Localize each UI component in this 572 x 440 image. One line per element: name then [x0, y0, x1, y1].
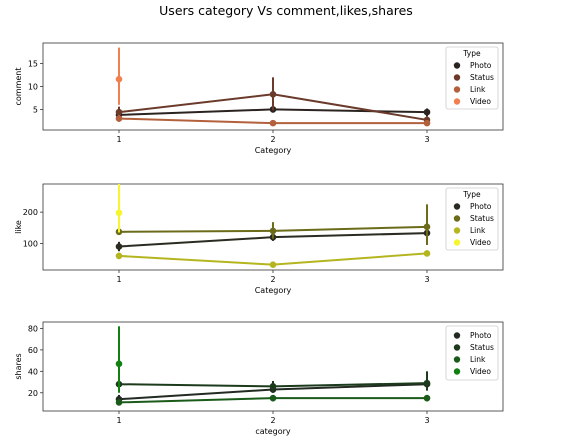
legend-marker — [453, 239, 461, 246]
legend-label: Status — [470, 343, 494, 352]
y-axis-label: shares — [14, 353, 23, 379]
legend-label: Photo — [470, 202, 492, 211]
legend: Type Photo Status Link Video — [445, 46, 499, 110]
legend-label: Status — [470, 214, 494, 223]
series-video — [115, 47, 123, 105]
legend-title: Type — [462, 49, 481, 58]
series-status — [115, 77, 431, 124]
data-point — [423, 394, 431, 402]
data-point — [423, 119, 431, 127]
y-axis-label: like — [14, 220, 23, 234]
data-point — [423, 223, 431, 231]
legend-marker — [453, 203, 461, 210]
legend-label: Link — [470, 226, 486, 235]
legend-marker — [453, 344, 461, 351]
series-status — [115, 371, 431, 392]
data-point — [269, 119, 277, 127]
legend-box — [445, 46, 499, 110]
data-point — [423, 108, 431, 116]
x-tick-label: 2 — [270, 416, 275, 425]
data-point — [115, 360, 123, 368]
x-tick-label: 1 — [116, 275, 121, 284]
legend-label: Video — [470, 238, 491, 247]
chart-panel-2: 100 200 1 2 3 Category like Type Photo Status Link… — [14, 183, 504, 295]
data-point — [269, 227, 277, 235]
data-point — [115, 252, 123, 260]
legend-label: Photo — [470, 61, 492, 70]
y-tick-label: 100 — [23, 239, 38, 248]
x-axis-label: Category — [255, 146, 292, 155]
legend-marker — [453, 356, 461, 363]
legend-label: Link — [470, 355, 486, 364]
legend-label: Video — [470, 367, 491, 376]
y-tick-label: 200 — [23, 208, 38, 217]
legend: Photo Status Link Video — [445, 325, 499, 381]
x-tick-label: 1 — [116, 416, 121, 425]
data-point — [115, 115, 123, 122]
legend-marker — [453, 332, 461, 339]
legend-box — [445, 187, 499, 251]
x-tick-label: 2 — [270, 275, 275, 284]
data-point — [115, 209, 123, 217]
y-tick-label: 5 — [33, 105, 38, 114]
legend-marker — [453, 62, 461, 69]
data-point — [115, 108, 123, 116]
chart-panel-1: 5 10 15 1 2 3 Category comment Type Photo Status Li… — [14, 42, 504, 155]
chart-panel-3: 20 40 60 80 1 2 3 category shares Photo Status Link… — [14, 321, 504, 436]
y-axis-label: comment — [14, 67, 23, 105]
series-link — [115, 250, 431, 268]
data-point — [423, 379, 431, 387]
legend-marker — [453, 74, 461, 81]
legend-marker — [453, 368, 461, 375]
data-point — [269, 394, 277, 402]
series-video — [115, 184, 123, 233]
x-tick-label: 1 — [116, 135, 121, 144]
legend-marker — [453, 215, 461, 222]
data-point — [115, 75, 123, 83]
y-tick-label: 15 — [28, 60, 38, 69]
y-tick-label: 20 — [28, 389, 38, 398]
legend-marker — [453, 86, 461, 93]
x-axis-label: Category — [255, 286, 292, 295]
legend-title: Type — [462, 190, 481, 199]
y-tick-label: 10 — [28, 83, 38, 92]
legend-box — [445, 325, 499, 381]
legend-label: Status — [470, 73, 494, 82]
series-status — [115, 204, 431, 245]
figure-title: Users category Vs comment,likes,shares — [159, 3, 413, 18]
legend-label: Video — [470, 97, 491, 106]
x-tick-label: 3 — [424, 135, 429, 144]
y-tick-label: 60 — [28, 346, 38, 355]
y-tick-label: 40 — [28, 367, 38, 376]
legend-label: Photo — [470, 331, 492, 340]
data-point — [269, 90, 277, 98]
legend: Type Photo Status Link Video — [445, 187, 499, 251]
data-point — [423, 250, 431, 257]
data-point — [115, 243, 123, 250]
x-axis-label: category — [255, 427, 291, 436]
series-video — [115, 326, 123, 393]
series-link — [115, 394, 431, 406]
data-point — [269, 383, 277, 390]
x-tick-label: 3 — [424, 275, 429, 284]
series-link — [115, 114, 431, 127]
data-point — [269, 261, 277, 268]
legend-label: Link — [470, 85, 486, 94]
y-tick-label: 80 — [28, 324, 38, 333]
legend-marker — [453, 227, 461, 234]
legend-marker — [453, 98, 461, 105]
x-tick-label: 3 — [424, 416, 429, 425]
x-tick-label: 2 — [270, 135, 275, 144]
data-point — [115, 399, 123, 406]
